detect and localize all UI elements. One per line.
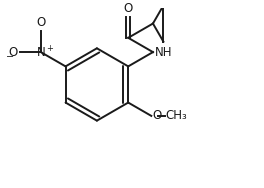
Text: NH: NH [155,46,172,59]
Text: O: O [152,109,162,122]
Text: O: O [124,2,133,15]
Text: −: − [6,52,15,62]
Text: CH₃: CH₃ [166,109,187,122]
Text: +: + [46,44,53,53]
Text: O: O [36,16,45,29]
Text: N: N [36,46,45,59]
Text: O: O [9,46,18,59]
